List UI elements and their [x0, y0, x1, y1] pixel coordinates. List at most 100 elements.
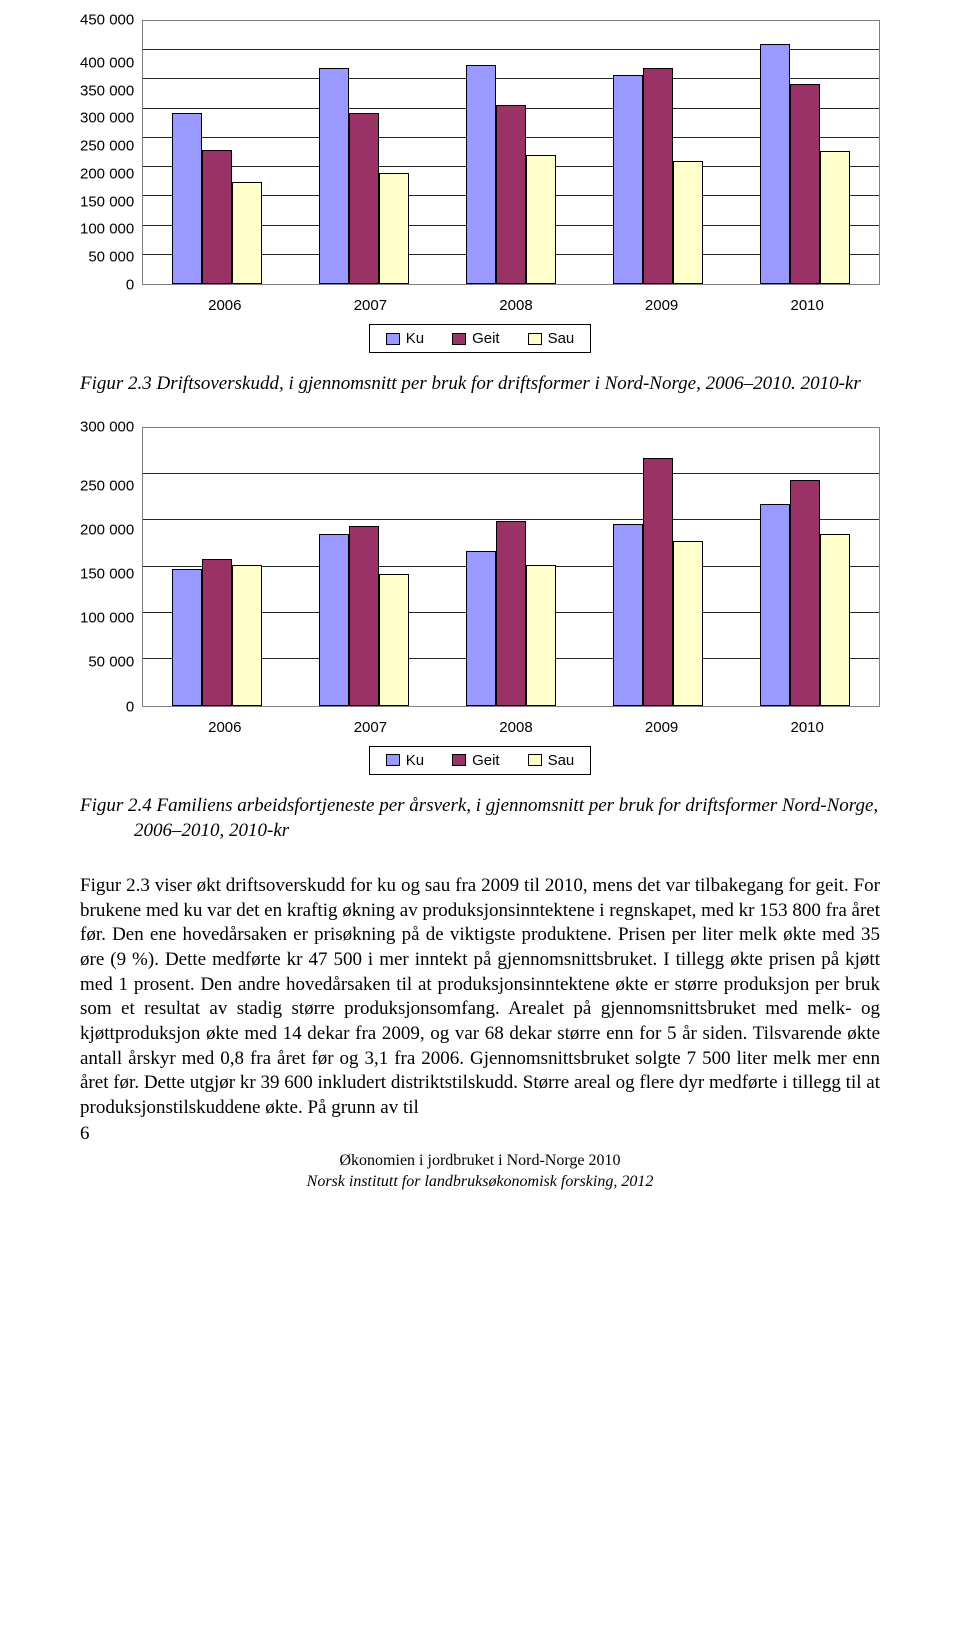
bar-geit	[202, 559, 232, 705]
chart-1-plot-wrap: 450 000400 000350 000300 000250 000200 0…	[80, 20, 880, 285]
bar-sau	[673, 161, 703, 284]
y-tick-label: 150 000	[80, 567, 134, 582]
category-group	[732, 21, 879, 284]
bars-container	[143, 21, 879, 284]
bar-geit	[349, 113, 379, 284]
category-group	[438, 428, 585, 706]
chart-2-plot-wrap: 300 000250 000200 000150 000100 00050 00…	[80, 427, 880, 707]
category-group	[290, 21, 437, 284]
legend-label: Sau	[548, 752, 575, 769]
x-tick-label: 2009	[589, 297, 735, 314]
bar-sau	[526, 565, 556, 706]
chart-1-caption: Figur 2.3 Driftsoverskudd, i gjennomsnit…	[80, 371, 880, 397]
bar-ku	[319, 68, 349, 284]
bar-geit	[349, 526, 379, 706]
y-tick-label: 150 000	[80, 194, 134, 209]
y-tick-label: 50 000	[80, 655, 134, 670]
legend-label: Geit	[472, 752, 500, 769]
bar-ku	[760, 44, 790, 284]
bar-sau	[673, 541, 703, 706]
bar-ku	[613, 524, 643, 706]
x-tick-label: 2006	[152, 719, 298, 736]
footer-source: Norsk institutt for landbruksøkonomisk f…	[80, 1172, 880, 1193]
y-tick-label: 0	[80, 699, 134, 714]
legend-swatch	[386, 333, 400, 345]
legend-item: Geit	[452, 330, 500, 347]
y-tick-label: 0	[80, 277, 134, 292]
bar-sau	[526, 155, 556, 284]
bar-ku	[613, 75, 643, 284]
legend-item: Geit	[452, 752, 500, 769]
y-tick-label: 400 000	[80, 55, 134, 70]
x-tick-label: 2008	[443, 719, 589, 736]
y-tick-label: 100 000	[80, 222, 134, 237]
y-tick-label: 350 000	[80, 83, 134, 98]
plot-area	[142, 427, 880, 707]
y-tick-label: 250 000	[80, 478, 134, 493]
x-tick-label: 2006	[152, 297, 298, 314]
y-axis: 450 000400 000350 000300 000250 000200 0…	[80, 20, 142, 285]
y-tick-label: 100 000	[80, 611, 134, 626]
bar-geit	[643, 458, 673, 705]
y-axis: 300 000250 000200 000150 000100 00050 00…	[80, 427, 142, 707]
chart-2-x-axis: 20062007200820092010	[80, 719, 880, 736]
x-tick-label: 2007	[298, 719, 444, 736]
legend-swatch	[452, 754, 466, 766]
legend-label: Ku	[406, 330, 424, 347]
chart-1-x-axis: 20062007200820092010	[80, 297, 880, 314]
bar-sau	[820, 151, 850, 284]
y-tick-label: 200 000	[80, 166, 134, 181]
category-group	[732, 428, 879, 706]
y-tick-label: 300 000	[80, 111, 134, 126]
legend-swatch	[528, 754, 542, 766]
plot-area	[142, 20, 880, 285]
legend-label: Geit	[472, 330, 500, 347]
bar-geit	[643, 68, 673, 284]
legend-swatch	[528, 333, 542, 345]
y-tick-label: 450 000	[80, 13, 134, 28]
legend-swatch	[386, 754, 400, 766]
bar-geit	[790, 84, 820, 284]
legend-label: Sau	[548, 330, 575, 347]
bar-ku	[172, 569, 202, 705]
bar-geit	[202, 150, 232, 284]
y-tick-label: 250 000	[80, 139, 134, 154]
x-tick-label: 2010	[734, 719, 880, 736]
body-paragraph: Figur 2.3 viser økt driftsoverskudd for …	[80, 874, 880, 1121]
category-group	[143, 428, 290, 706]
bar-geit	[496, 521, 526, 705]
y-tick-label: 50 000	[80, 250, 134, 265]
bar-sau	[379, 173, 409, 284]
category-group	[585, 21, 732, 284]
category-group	[143, 21, 290, 284]
chart-1: 450 000400 000350 000300 000250 000200 0…	[80, 20, 880, 397]
y-tick-label: 300 000	[80, 419, 134, 434]
bar-sau	[820, 534, 850, 705]
x-tick-label: 2008	[443, 297, 589, 314]
x-tick-label: 2007	[298, 297, 444, 314]
bar-geit	[496, 105, 526, 284]
bar-ku	[466, 551, 496, 706]
legend-item: Sau	[528, 330, 575, 347]
legend-swatch	[452, 333, 466, 345]
bar-sau	[232, 182, 262, 284]
bar-ku	[466, 65, 496, 284]
footer: Økonomien i jordbruket i Nord-Norge 2010…	[80, 1151, 880, 1193]
legend-item: Ku	[386, 330, 424, 347]
legend-label: Ku	[406, 752, 424, 769]
bar-sau	[232, 565, 262, 706]
chart-2: 300 000250 000200 000150 000100 00050 00…	[80, 427, 880, 844]
chart-2-caption: Figur 2.4 Familiens arbeidsfortjeneste p…	[80, 793, 880, 844]
x-tick-label: 2009	[589, 719, 735, 736]
footer-title: Økonomien i jordbruket i Nord-Norge 2010	[80, 1151, 880, 1172]
x-tick-label: 2010	[734, 297, 880, 314]
bar-ku	[760, 504, 790, 706]
page-number: 6	[80, 1123, 880, 1145]
category-group	[290, 428, 437, 706]
legend-item: Sau	[528, 752, 575, 769]
bar-ku	[172, 113, 202, 284]
legend-item: Ku	[386, 752, 424, 769]
bar-geit	[790, 480, 820, 705]
bar-sau	[379, 574, 409, 706]
chart-1-legend: Ku Geit Sau	[369, 324, 592, 353]
